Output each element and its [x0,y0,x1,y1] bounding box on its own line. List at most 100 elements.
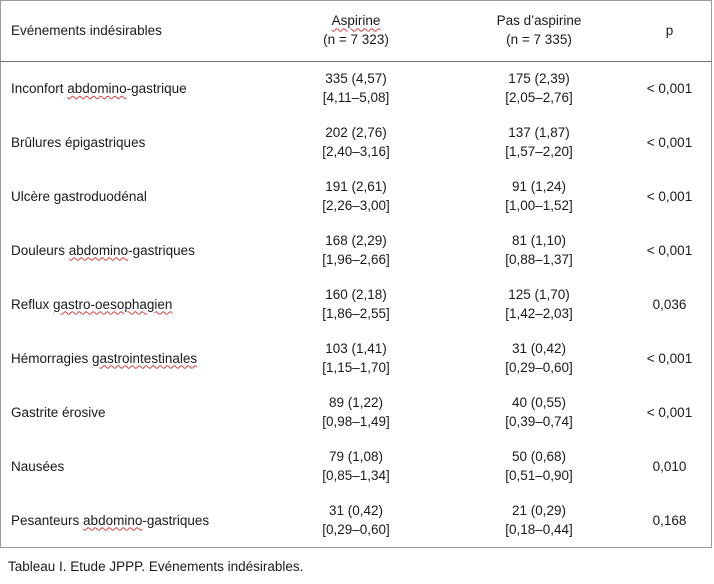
aspirin-cell: 160 (2,18) [1,86–2,55] [261,277,451,331]
p-value: < 0,001 [646,404,693,420]
aspirin-count: 335 (4,57) [325,71,387,87]
header-aspirin-n: (n = 7 323) [323,32,389,48]
event-name: Brûlures épigastriques [0,115,261,169]
p-value: 0,168 [652,512,687,528]
event-name: Ulcère gastroduodénal [0,169,261,223]
no-aspirin-ci: [0,18–0,44] [505,522,573,537]
no-aspirin-count: 40 (0,55) [511,395,567,410]
event-name-text: Inconfort [11,80,68,96]
table-row: Nausées 79 (1,08) [0,85–1,34] 50 (0,68) [0,5… [0,439,712,493]
event-name-suffix: -gastriques [142,512,210,528]
event-name-flagged: abdomino [67,80,127,96]
aspirin-ci: [0,98–1,49] [322,414,390,429]
aspirin-cell: 335 (4,57) [4,11–5,08] [261,61,451,115]
aspirin-ci: [1,15–1,70] [322,360,390,375]
event-name: Pesanteurs abdomino-gastriques [0,493,261,547]
aspirin-count: 103 (1,41) [325,341,387,356]
no-aspirin-ci: [0,39–0,74] [505,414,573,429]
no-aspirin-ci: [0,51–0,90] [505,468,573,483]
event-name-text: Brûlures épigastriques [11,134,146,150]
aspirin-cell: 191 (2,61) [2,26–3,00] [261,169,451,223]
event-name-flagged: abdomino [68,242,129,258]
event-name: Inconfort abdomino-gastrique [0,61,261,115]
p-value: < 0,001 [646,350,693,366]
event-name-flagged: gastrointestinales [92,350,198,366]
aspirin-ci: [0,85–1,34] [322,468,390,483]
table-row: Gastrite érosive 89 (1,22) [0,98–1,49] 40 (… [0,385,712,439]
aspirin-count: 160 (2,18) [325,287,387,302]
table-row: Douleurs abdomino-gastriques 168 (2,29) [1… [0,223,712,277]
no-aspirin-count: 91 (1,24) [511,179,567,194]
no-aspirin-cell: 91 (1,24) [1,00–1,52] [451,169,627,223]
table-caption: Tableau I. Etude JPPP. Evénements indési… [8,559,304,574]
no-aspirin-ci: [0,88–1,37] [505,252,573,267]
aspirin-ci: [2,26–3,00] [322,198,390,213]
event-name-suffix: -gastriques [128,242,195,258]
aspirin-ci: [4,11–5,08] [322,90,390,106]
p-value: < 0,001 [646,80,693,96]
event-name-suffix: -gastrique [126,80,187,96]
adverse-events-table: Evénements indésirables Aspirine (n = 7 … [0,0,712,547]
aspirin-count: 31 (0,42) [328,503,384,518]
aspirin-count: 89 (1,22) [328,395,384,410]
aspirin-cell: 202 (2,76) [2,40–3,16] [261,115,451,169]
aspirin-cell: 168 (2,29) [1,96–2,66] [261,223,451,277]
aspirin-cell: 103 (1,41) [1,15–1,70] [261,331,451,385]
no-aspirin-ci: [1,00–1,52] [505,198,573,213]
event-name-flagged: abdomino [83,512,143,528]
no-aspirin-count: 50 (0,68) [511,449,567,464]
p-value: < 0,001 [646,134,693,150]
event-name: Reflux gastro-oesophagien [0,277,261,331]
no-aspirin-ci: [2,05–2,76] [505,90,573,106]
no-aspirin-cell: 31 (0,42) [0,29–0,60] [451,331,627,385]
no-aspirin-cell: 21 (0,29) [0,18–0,44] [451,493,627,547]
p-value: < 0,001 [646,242,693,258]
p-value: < 0,001 [646,188,693,204]
no-aspirin-cell: 50 (0,68) [0,51–0,90] [451,439,627,493]
aspirin-ci: [1,96–2,66] [322,252,390,267]
aspirin-cell: 31 (0,42) [0,29–0,60] [261,493,451,547]
event-name-text: Reflux [11,296,54,312]
event-name-text: Ulcère gastroduodénal [11,188,147,204]
p-value: 0,010 [652,458,687,474]
header-events: Evénements indésirables [0,0,261,62]
no-aspirin-cell: 175 (2,39) [2,05–2,76] [451,61,627,115]
table-row: Hémorragies gastrointestinales 103 (1,41)… [0,331,712,385]
no-aspirin-count: 81 (1,10) [511,233,567,248]
aspirin-ci: [0,29–0,60] [322,522,390,537]
p-value: 0,036 [652,296,687,312]
table-row: Inconfort abdomino-gastrique 335 (4,57) [4… [0,61,712,115]
aspirin-count: 79 (1,08) [328,449,384,464]
table-header-row: Evénements indésirables Aspirine (n = 7 … [0,0,712,62]
no-aspirin-cell: 40 (0,55) [0,39–0,74] [451,385,627,439]
no-aspirin-count: 31 (0,42) [511,341,567,356]
event-name-text: Nausées [11,458,65,474]
event-name-text: Hémorragies [11,350,93,366]
aspirin-count: 191 (2,61) [325,179,387,194]
event-name-text: Douleurs [11,242,69,258]
table-row: Brûlures épigastriques 202 (2,76) [2,40–3,… [0,115,712,169]
aspirin-cell: 79 (1,08) [0,85–1,34] [261,439,451,493]
header-no-aspirin: Pas d’aspirine (n = 7 335) [451,0,627,62]
event-name: Nausées [0,439,261,493]
aspirin-count: 202 (2,76) [325,125,387,140]
no-aspirin-count: 125 (1,70) [508,287,570,302]
aspirin-ci: [1,86–2,55] [322,306,390,321]
event-name-text: Pesanteurs [11,512,84,528]
table-row: Pesanteurs abdomino-gastriques 31 (0,42) [… [0,493,712,547]
header-aspirin: Aspirine (n = 7 323) [261,0,451,62]
no-aspirin-count: 137 (1,87) [508,125,570,140]
aspirin-cell: 89 (1,22) [0,98–1,49] [261,385,451,439]
event-name: Hémorragies gastrointestinales [0,331,261,385]
no-aspirin-ci: [0,29–0,60] [505,360,573,375]
table-row: Reflux gastro-oesophagien 160 (2,18) [1,86… [0,277,712,331]
no-aspirin-ci: [1,42–2,03] [505,306,573,321]
no-aspirin-count: 21 (0,29) [511,503,567,518]
event-name-text: Gastrite érosive [11,404,106,420]
header-p-value: p [627,0,712,62]
header-aspirin-title: Aspirine [331,13,381,29]
header-no-aspirin-title: Pas d’aspirine [496,13,582,29]
aspirin-count: 168 (2,29) [325,233,387,248]
event-name: Douleurs abdomino-gastriques [0,223,261,277]
no-aspirin-ci: [1,57–2,20] [505,144,573,159]
